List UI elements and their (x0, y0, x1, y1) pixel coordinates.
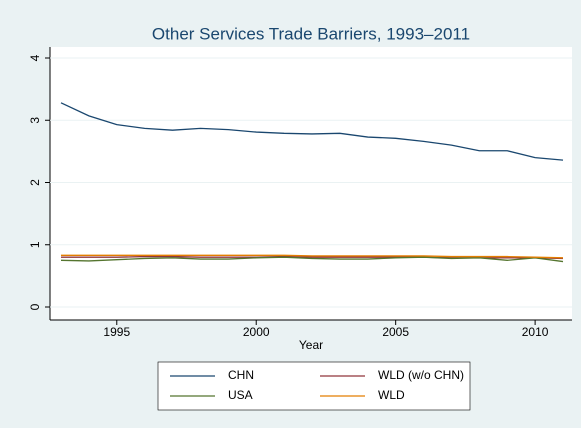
y-tick-label: 0 (28, 303, 42, 310)
y-tick-label: 4 (28, 54, 42, 61)
x-tick-label: 2010 (522, 325, 549, 339)
legend-label: WLD (w/o CHN) (378, 368, 464, 382)
y-tick-label: 1 (28, 241, 42, 248)
y-tick-label: 3 (28, 117, 42, 124)
x-tick-label: 2000 (243, 325, 270, 339)
y-tick-label: 2 (28, 179, 42, 186)
series-line (60, 256, 564, 263)
x-tick-label: 2005 (382, 325, 409, 339)
plot-area (50, 47, 572, 320)
legend-box (157, 361, 471, 411)
x-axis-label: Year (299, 338, 323, 352)
legend-label: USA (228, 388, 253, 402)
legend-label: WLD (378, 388, 405, 402)
chart-title: Other Services Trade Barriers, 1993–2011 (152, 24, 470, 43)
series-line (61, 254, 564, 259)
x-tick-label: 1995 (103, 325, 130, 339)
legend-label: CHN (228, 368, 254, 382)
series-line (60, 102, 564, 161)
